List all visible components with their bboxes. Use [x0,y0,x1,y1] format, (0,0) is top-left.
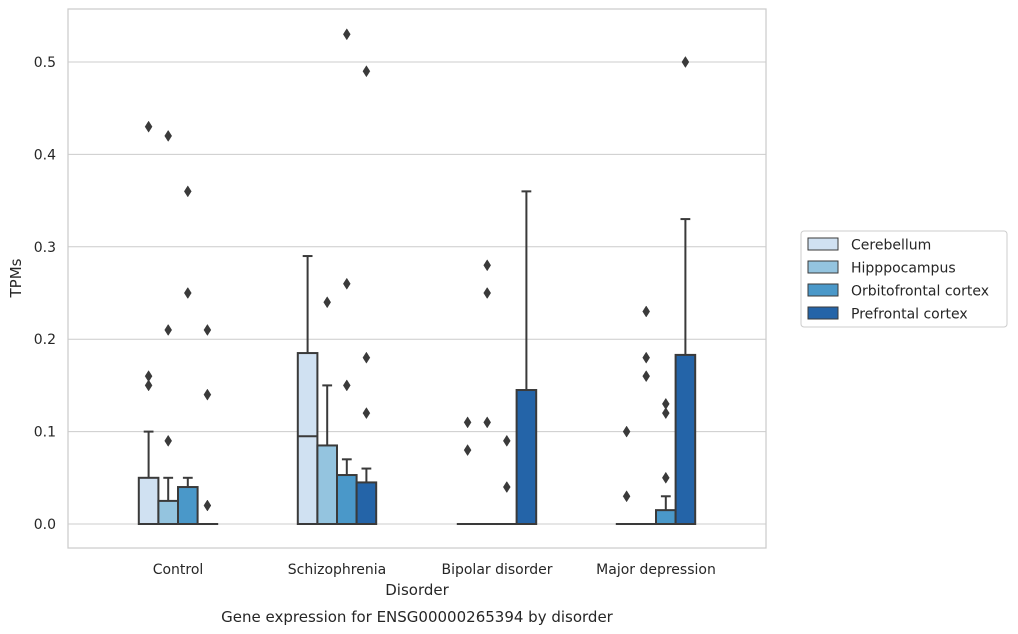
legend-swatch [807,283,839,297]
outlier-point [203,388,212,401]
outlier-point [164,434,172,447]
box-hipppocampus [635,305,658,526]
y-tick-label: 0.4 [34,147,56,163]
y-tick-labels: 0.0 0.1 0.2 0.3 0.4 0.5 [34,55,56,533]
box-body [674,353,697,525]
outlier-point [144,120,153,133]
outlier-point [343,379,351,392]
box-hipppocampus [316,296,338,525]
box-cerebellum [615,425,638,526]
box-body [316,444,338,525]
y-gridlines [68,61,766,525]
box-orbitofrontal-cortex [177,185,199,526]
box-body [515,389,538,525]
outlier-point [483,259,491,272]
outlier-point [323,296,331,309]
outlier-point [463,444,472,457]
box-layer [137,28,697,526]
x-tick-label: Control [153,562,204,578]
legend-swatch [807,260,839,274]
outlier-point [164,323,172,336]
box-body [157,499,179,525]
x-axis-label: Disorder [385,581,449,599]
box-cerebellum [456,416,479,526]
outlier-point [362,65,371,78]
y-tick-label: 0.1 [34,425,56,441]
outlier-point [362,351,371,364]
box-cerebellum [137,120,160,525]
y-tick-label: 0.0 [34,517,56,533]
legend-swatch [807,237,839,251]
y-tick-label: 0.2 [34,332,56,348]
legend-entry-label: Orbitofrontal cortex [851,284,989,300]
outlier-point [184,287,192,299]
outlier-point [164,129,172,142]
outlier-point [622,490,631,503]
outlier-point [503,434,511,447]
outlier-point [483,287,491,299]
x-tick-label: Bipolar disorder [441,562,552,578]
box-prefrontal-cortex [674,56,697,525]
outlier-point [642,351,650,364]
y-tick-label: 0.5 [34,55,56,71]
y-axis-label: TPMs [7,258,25,298]
outlier-point [642,305,650,318]
legend-frame [800,230,1008,328]
box-body [137,476,160,525]
legend-entry-label: Hipppocampus [851,261,956,277]
legend-entry-label: Prefrontal cortex [851,307,968,323]
box-body [655,509,677,526]
box-body [296,352,319,525]
box-orbitofrontal-cortex [336,28,358,526]
outlier-point [642,370,650,383]
box-orbitofrontal-cortex [655,397,677,526]
box-prefrontal-cortex [515,190,538,525]
x-tick-labels: Control Schizophrenia Bipolar disorder Majo… [153,562,716,578]
outlier-point [622,425,631,438]
outlier-point [662,471,670,484]
outlier-point [463,416,472,429]
outlier-point [362,407,371,420]
outlier-point [184,185,192,198]
box-cerebellum [296,255,319,525]
x-tick-label: Major depression [596,562,716,578]
box-body [355,481,378,526]
outlier-point [203,499,212,512]
outlier-point [203,323,212,336]
legend-swatch [807,306,839,320]
legend: Cerebellum Hipppocampus Orbitofrontal cort… [800,230,1008,328]
outlier-point [681,56,690,68]
box-prefrontal-cortex [196,323,219,526]
box-body [336,474,358,526]
outlier-point [483,416,491,429]
x-tick-label: Schizophrenia [288,562,386,578]
outlier-point [144,379,153,392]
box-prefrontal-cortex [355,65,378,526]
box-hipppocampus [157,129,179,525]
legend-entry-label: Cerebellum [851,238,931,254]
outlier-point [343,28,351,41]
chart-caption: Gene expression for ENSG00000265394 by d… [221,608,614,626]
box-hipppocampus [476,259,498,526]
plot-frame [67,8,767,549]
outlier-point [343,277,351,290]
outlier-point [662,407,670,420]
box-body [177,486,199,526]
y-tick-label: 0.3 [34,240,56,256]
box-orbitofrontal-cortex [496,434,518,526]
outlier-point [503,481,511,494]
